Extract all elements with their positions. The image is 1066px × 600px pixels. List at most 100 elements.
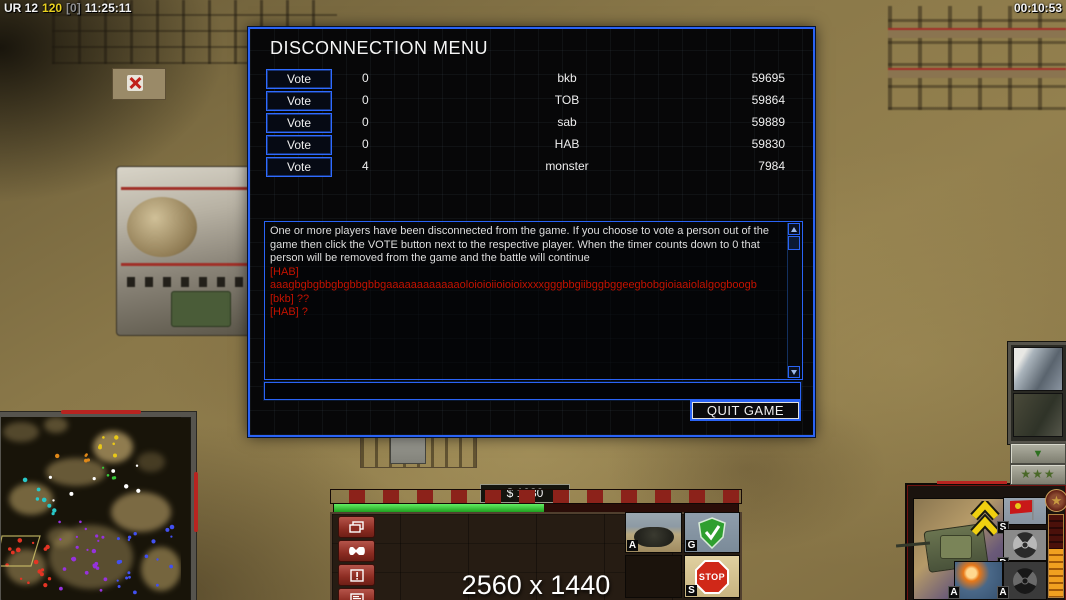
building-dome [127,197,197,257]
chat-input[interactable] [264,382,801,400]
minimap-red-accent [61,410,141,414]
options-button[interactable] [338,516,375,538]
hotkey-chip: A [997,586,1009,599]
repair-button[interactable] [338,540,375,562]
power-bar-fill [334,504,545,512]
tank-turret [940,535,972,559]
background-building-medical [112,68,166,100]
guard-shield-icon [698,516,726,549]
hotkey-chip: S [686,585,697,596]
window-row [127,277,247,287]
queue-tile[interactable] [1013,347,1063,391]
player-name: HAB [554,137,580,151]
player-countdown: 7984 [758,159,785,173]
alert-button[interactable] [338,564,375,586]
match-timer: 00:10:53 [1013,1,1062,15]
minimap[interactable] [0,410,198,600]
vote-button[interactable]: Vote [266,135,332,155]
collapse-button[interactable]: ▼ [1010,443,1066,464]
general-star-icon[interactable]: ★ [1045,489,1066,512]
exclamation-icon [349,568,364,582]
deploy-tile[interactable] [1003,529,1047,561]
veterancy-chevron-icon [970,501,1000,537]
info-text: One or more players have been disconnect… [270,225,769,264]
stop-sign-icon [695,559,729,594]
scroll-down-icon [791,370,797,375]
roofline-decor [888,28,1066,38]
vote-count: 0 [362,115,369,129]
general-rank-button[interactable]: ★★★ [1010,464,1066,485]
firing-unit-tile[interactable] [954,561,1003,600]
player-row: Vote 4 monster 7984 [250,157,813,177]
empty-tile [625,555,682,598]
camera-frustum [0,535,41,567]
red-flag-icon [1010,500,1034,520]
clock-text: 11:25:11 [84,1,132,15]
player-row: Vote 0 sab 59889 [250,113,813,133]
chat-line: [bkb] ?? [270,292,310,305]
roofline-decor [888,68,1066,78]
chat-line: [HAB] ? [270,306,308,318]
minimap-terrain [0,417,181,599]
score-value: 120 [42,1,63,15]
radiation-tile[interactable] [1003,561,1047,600]
beacon-button[interactable] [338,588,375,600]
flag-tile[interactable] [1003,497,1047,525]
player-name: TOB [554,93,580,107]
quit-game-button[interactable]: QUIT GAME [690,400,801,421]
selection-queue-panel [1008,342,1066,444]
vote-button[interactable]: Vote [266,91,332,111]
background-base-topright [888,6,1066,110]
hotkey-chip: A [948,586,960,599]
vote-count: 0 [362,93,369,107]
sign-icon [349,592,364,600]
dialog-title: DISCONNECTION MENU [270,38,489,58]
hotkey-chip: A [627,540,638,551]
unit-info-panel: S D A A ★ [895,481,1066,600]
vote-count: 4 [362,159,369,173]
tank-image [634,527,674,547]
gauge-filled-segment [1049,549,1063,597]
player-name: monster [545,159,589,173]
scrollbar-thumb[interactable] [788,236,800,250]
red-trim [121,187,251,190]
player-tag: UR 12 [4,1,39,15]
gauge-empty-segment [1049,515,1063,550]
stop-tile[interactable]: STOP S [684,555,740,598]
red-trim [121,263,251,266]
command-bar-top-edge [330,489,742,504]
player-countdown: 59889 [751,115,785,129]
vote-count: 0 [362,137,369,151]
player-row: Vote 0 TOB 59864 [250,91,813,111]
player-countdown: 59695 [751,71,785,85]
disconnection-menu-dialog: DISCONNECTION MENU Vote 0 bkb 59695 Vote… [248,27,815,437]
message-listbox: One or more players have been disconnect… [264,221,803,380]
background-building-white [116,166,268,336]
scroll-up-button[interactable] [788,223,800,235]
vote-button[interactable]: Vote [266,113,332,133]
player-countdown: 59830 [751,137,785,151]
queue-tile[interactable] [1013,393,1063,437]
attack-move-tile[interactable]: A [625,512,682,553]
scrollbar-track[interactable] [787,223,801,378]
player-row: Vote 0 bkb 59695 [250,69,813,89]
radiation-icon [1013,532,1037,558]
red-cross-icon [127,75,143,91]
vote-count: 0 [362,71,369,85]
stop-sign-text: STOP [698,571,726,582]
player-name: sab [557,115,577,129]
player-name: bkb [557,71,577,85]
scroll-up-icon [791,227,797,232]
guard-tile[interactable]: G [684,512,740,553]
vote-button[interactable]: Vote [266,69,332,89]
hotkey-chip: G [686,540,697,551]
chat-line: aaagbgbgbbgbgbbgbbgaaaaaaaaaaaaoloioioii… [270,279,757,291]
panel-red-accent [937,481,1007,484]
scoreboard-text: UR 12 120 [0] 11:25:11 [4,1,135,15]
vote-button[interactable]: Vote [266,157,332,177]
player-countdown: 59864 [751,93,785,107]
experience-gauge [1048,514,1064,598]
scroll-down-button[interactable] [788,366,800,378]
radiation-icon [1013,567,1037,594]
